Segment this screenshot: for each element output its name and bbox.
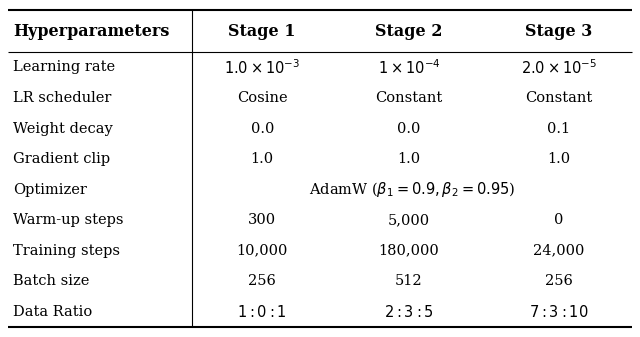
Text: 512: 512 xyxy=(395,274,423,288)
Text: LR scheduler: LR scheduler xyxy=(13,91,111,105)
Text: 1.0: 1.0 xyxy=(397,152,420,166)
Text: 24,000: 24,000 xyxy=(533,244,584,257)
Text: 1.0: 1.0 xyxy=(251,152,274,166)
Text: $1:0:1$: $1:0:1$ xyxy=(237,304,287,319)
Text: 256: 256 xyxy=(248,274,276,288)
Text: 10,000: 10,000 xyxy=(237,244,288,257)
Text: Batch size: Batch size xyxy=(13,274,89,288)
Text: Warm-up steps: Warm-up steps xyxy=(13,213,124,227)
Text: Stage 3: Stage 3 xyxy=(525,23,593,40)
Text: Optimizer: Optimizer xyxy=(13,183,86,196)
Text: $7:3:10$: $7:3:10$ xyxy=(529,304,589,319)
Text: 180,000: 180,000 xyxy=(379,244,440,257)
Text: Cosine: Cosine xyxy=(237,91,287,105)
Text: $2:3:5$: $2:3:5$ xyxy=(384,304,434,319)
Text: AdamW ($\beta_1 = 0.9,\beta_2 = 0.95$): AdamW ($\beta_1 = 0.9,\beta_2 = 0.95$) xyxy=(309,180,515,199)
Text: Weight decay: Weight decay xyxy=(13,122,113,135)
Text: 5,000: 5,000 xyxy=(388,213,430,227)
Text: 1.0: 1.0 xyxy=(547,152,570,166)
Text: 0.0: 0.0 xyxy=(250,122,274,135)
Text: Constant: Constant xyxy=(376,91,443,105)
Text: Learning rate: Learning rate xyxy=(13,61,115,74)
Text: Constant: Constant xyxy=(525,91,593,105)
Text: 0.1: 0.1 xyxy=(547,122,570,135)
Text: 0.0: 0.0 xyxy=(397,122,420,135)
Text: Hyperparameters: Hyperparameters xyxy=(13,23,169,40)
Text: 300: 300 xyxy=(248,213,276,227)
Text: $2.0 \times 10^{-5}$: $2.0 \times 10^{-5}$ xyxy=(521,58,597,77)
Text: 256: 256 xyxy=(545,274,573,288)
Text: $1 \times 10^{-4}$: $1 \times 10^{-4}$ xyxy=(378,58,440,77)
Text: $1.0 \times 10^{-3}$: $1.0 \times 10^{-3}$ xyxy=(224,58,300,77)
Text: Stage 2: Stage 2 xyxy=(375,23,443,40)
Text: 0: 0 xyxy=(554,213,564,227)
Text: Data Ratio: Data Ratio xyxy=(13,305,92,318)
Text: Stage 1: Stage 1 xyxy=(228,23,296,40)
Text: Training steps: Training steps xyxy=(13,244,120,257)
Text: Gradient clip: Gradient clip xyxy=(13,152,110,166)
